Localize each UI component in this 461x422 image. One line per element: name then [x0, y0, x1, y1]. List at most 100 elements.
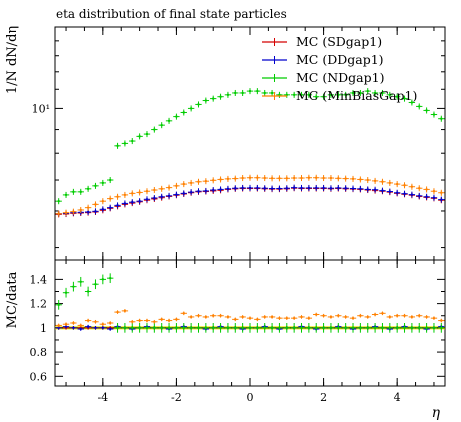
- ratio-point: [121, 309, 129, 313]
- ratio-point: [77, 276, 84, 287]
- data-point: [210, 95, 217, 102]
- ratio-point: [438, 318, 445, 323]
- data-point: [99, 198, 107, 205]
- ratio-point: [268, 323, 276, 333]
- data-point: [151, 195, 158, 202]
- ratio-point: [84, 318, 92, 323]
- ratio-tick-label: 1: [40, 322, 47, 335]
- data-point: [423, 186, 430, 193]
- data-point: [401, 182, 408, 189]
- ratio-point: [210, 313, 217, 318]
- data-point: [305, 184, 313, 191]
- data-point: [357, 185, 364, 192]
- data-point: [357, 89, 364, 96]
- data-point: [217, 186, 224, 193]
- data-point: [261, 175, 268, 182]
- ratio-point: [195, 323, 202, 333]
- data-point: [217, 176, 224, 183]
- data-point: [386, 188, 393, 195]
- data-point: [408, 183, 416, 190]
- data-point: [114, 142, 121, 149]
- ratio-point: [379, 323, 386, 333]
- data-point: [202, 178, 210, 185]
- data-point: [136, 198, 143, 205]
- data-point: [379, 178, 386, 185]
- data-point: [232, 185, 239, 192]
- data-point: [77, 188, 84, 195]
- data-point: [92, 182, 99, 189]
- legend-label: MC (DDgap1): [296, 52, 384, 67]
- main-data-points: [55, 88, 445, 218]
- data-point: [430, 111, 438, 118]
- ratio-point: [217, 313, 224, 318]
- ratio-point: [151, 319, 158, 324]
- ratio-point: [99, 322, 107, 327]
- ratio-point: [239, 323, 246, 333]
- ratio-point: [92, 326, 99, 330]
- ratio-point: [136, 323, 143, 333]
- ratio-point: [408, 323, 416, 333]
- ratio-point: [84, 324, 92, 329]
- data-point: [114, 202, 121, 209]
- data-point: [246, 174, 254, 181]
- ratio-point: [335, 323, 342, 333]
- data-point: [239, 89, 246, 96]
- ratio-point: [393, 323, 401, 333]
- ratio-point: [335, 313, 342, 318]
- ratio-point: [327, 323, 335, 333]
- data-point: [246, 88, 254, 95]
- data-point: [349, 185, 357, 192]
- data-point: [305, 174, 313, 181]
- data-point: [70, 188, 77, 195]
- data-point: [202, 97, 210, 104]
- ratio-point: [364, 323, 371, 333]
- data-point: [246, 184, 254, 191]
- data-point: [158, 122, 165, 129]
- ratio-point: [423, 315, 430, 319]
- data-point: [143, 131, 151, 138]
- data-point: [283, 185, 290, 192]
- ratio-point: [320, 313, 327, 318]
- ratio-point: [99, 326, 107, 330]
- data-point: [232, 175, 239, 182]
- data-point: [195, 101, 202, 108]
- data-point: [254, 88, 261, 95]
- data-point: [224, 91, 232, 98]
- data-point: [107, 204, 114, 211]
- ratio-point: [357, 323, 364, 333]
- data-point: [416, 185, 423, 192]
- data-point: [129, 138, 136, 145]
- ratio-point: [423, 323, 430, 333]
- data-point: [224, 175, 232, 182]
- ratio-point: [268, 315, 276, 319]
- legend-item: MC (MinBiasGap1): [262, 88, 417, 103]
- data-point: [136, 133, 143, 140]
- data-point: [232, 89, 239, 96]
- data-point: [357, 176, 364, 183]
- ratio-point: [114, 323, 121, 333]
- ratio-point: [136, 318, 143, 323]
- data-point: [261, 185, 268, 192]
- data-point: [254, 184, 261, 191]
- ratio-point: [283, 323, 290, 333]
- ratio-point: [342, 323, 349, 333]
- data-point: [129, 190, 136, 197]
- x-tick-label: -4: [97, 391, 108, 404]
- x-tick-label: 4: [394, 391, 401, 404]
- y-axis-label: 1/N dN/dη: [5, 26, 20, 94]
- data-point: [438, 196, 445, 203]
- data-point: [151, 187, 158, 194]
- ratio-point: [401, 323, 408, 333]
- data-point: [210, 187, 217, 194]
- data-point: [379, 187, 386, 194]
- data-point: [342, 175, 349, 182]
- data-point: [173, 113, 180, 120]
- data-point: [210, 177, 217, 184]
- data-point: [165, 192, 173, 199]
- data-point: [393, 93, 401, 100]
- legend-item: MC (DDgap1): [262, 52, 384, 67]
- ratio-point: [371, 323, 379, 333]
- data-point: [327, 185, 335, 192]
- ratio-point: [416, 313, 423, 318]
- data-point: [349, 175, 357, 182]
